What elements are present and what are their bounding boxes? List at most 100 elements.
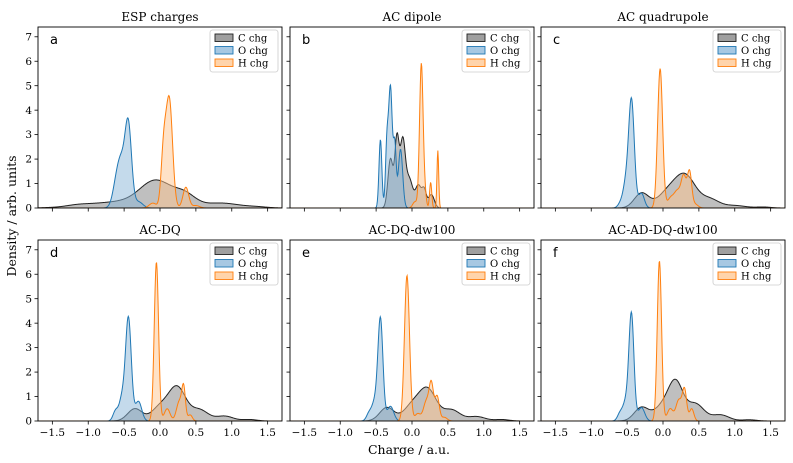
density-curves (541, 68, 785, 208)
legend-swatch-o (717, 46, 737, 55)
legend-swatch-h (214, 58, 234, 67)
density-line-h (290, 63, 534, 208)
y-tick-label: 3 (25, 342, 32, 354)
x-tick-label: 1.5 (762, 427, 779, 439)
legend-swatch-o (214, 46, 234, 55)
legend-swatch-h (466, 271, 486, 280)
legend-swatch-o (466, 259, 486, 268)
x-tick-label: 1.5 (511, 427, 528, 439)
legend-label-o: O chg (741, 259, 771, 270)
x-tick-label: −0.5 (363, 427, 389, 439)
density-curves (290, 273, 534, 421)
y-tick-label: 2 (25, 367, 32, 379)
x-tick-label: 1.0 (223, 427, 240, 439)
y-tick-label: 1 (25, 178, 32, 190)
legend-label-h: H chg (238, 59, 269, 70)
legend-swatch-o (717, 259, 737, 268)
y-tick-label: 7 (25, 244, 32, 256)
legend-swatch-o (466, 46, 486, 55)
legend-label-c: C chg (490, 34, 520, 45)
y-axis-label: Density / arb. units (4, 155, 19, 276)
legend-label-o: O chg (238, 259, 268, 270)
x-tick-label: 0.0 (152, 427, 169, 439)
legend-label-o: O chg (490, 259, 520, 270)
x-tick-label: −0.5 (111, 427, 137, 439)
density-line-h (541, 68, 785, 208)
density-line-h (290, 273, 534, 421)
y-tick-label: 0 (25, 203, 32, 215)
y-tick-label: 5 (25, 80, 32, 92)
density-curves (38, 262, 282, 421)
density-curves (38, 94, 282, 208)
legend-swatch-o (214, 259, 234, 268)
y-tick-label: 3 (25, 129, 32, 141)
legend-label-h: H chg (741, 272, 772, 283)
panel-title: AC quadrupole (616, 10, 708, 24)
legend-label-c: C chg (238, 247, 268, 258)
panel-title: AC dipole (381, 10, 441, 24)
x-tick-label: −1.5 (292, 427, 318, 439)
legend-swatch-h (214, 271, 234, 280)
x-tick-label: 0.5 (440, 427, 457, 439)
x-tick-label: −1.0 (327, 427, 353, 439)
density-line-h (38, 94, 282, 208)
legend-swatch-h (717, 271, 737, 280)
density-line-h (38, 262, 282, 421)
x-tick-label: 0.5 (691, 427, 708, 439)
legend-label-c: C chg (741, 34, 771, 45)
y-tick-label: 2 (25, 154, 32, 166)
legend-label-h: H chg (490, 59, 521, 70)
panel-d: AC-DQ 0 1 2 3 4 5 6 7 −1.5 −1.0 −0.5 0.0 0.5 1.0 1.5 d C … (25, 223, 283, 439)
legend-swatch-h (466, 58, 486, 67)
y-tick-label: 4 (25, 318, 32, 330)
y-tick-label: 0 (25, 416, 32, 428)
density-area-h (38, 262, 282, 421)
legend-label-c: C chg (238, 34, 268, 45)
density-line-c (290, 131, 534, 208)
density-line-h (541, 261, 785, 421)
legend-label-h: H chg (741, 59, 772, 70)
y-tick-label: 6 (25, 269, 32, 281)
panel-letter: e (302, 246, 310, 261)
panel-title: AC-DQ (138, 223, 181, 237)
x-tick-label: 1.0 (726, 427, 743, 439)
legend-label-o: O chg (741, 46, 771, 57)
panel-title: AC-DQ-dw100 (368, 223, 456, 237)
x-tick-label: 0.0 (655, 427, 672, 439)
legend-swatch-c (214, 246, 234, 255)
panel-f: AC-AD-DQ-dw100 −1.5 −1.0 −0.5 0.0 0.5 1.0 1.5 f C… (537, 223, 786, 439)
legend-label-h: H chg (238, 272, 269, 283)
panel-letter: c (553, 33, 560, 48)
panel-title: AC-AD-DQ-dw100 (607, 223, 717, 237)
x-tick-label: −0.5 (614, 427, 640, 439)
legend-swatch-c (717, 33, 737, 42)
x-tick-label: −1.5 (40, 427, 66, 439)
density-area-c (290, 132, 534, 208)
legend-label-c: C chg (490, 247, 520, 258)
x-tick-label: 0.0 (404, 427, 421, 439)
x-axis-label: Charge / a.u. (368, 442, 450, 457)
panel-letter: b (302, 33, 310, 48)
y-tick-label: 6 (25, 56, 32, 68)
panel-letter: d (50, 246, 58, 261)
panel-letter: a (50, 33, 58, 48)
legend-label-h: H chg (490, 272, 521, 283)
density-curves (290, 63, 534, 208)
x-tick-label: −1.0 (75, 427, 101, 439)
legend-label-o: O chg (490, 46, 520, 57)
density-curves (541, 261, 785, 421)
y-tick-label: 5 (25, 293, 32, 305)
legend-swatch-c (717, 246, 737, 255)
panel-letter: f (553, 246, 558, 261)
x-tick-label: 0.5 (188, 427, 205, 439)
x-tick-label: 1.0 (475, 427, 492, 439)
y-tick-label: 7 (25, 31, 32, 43)
